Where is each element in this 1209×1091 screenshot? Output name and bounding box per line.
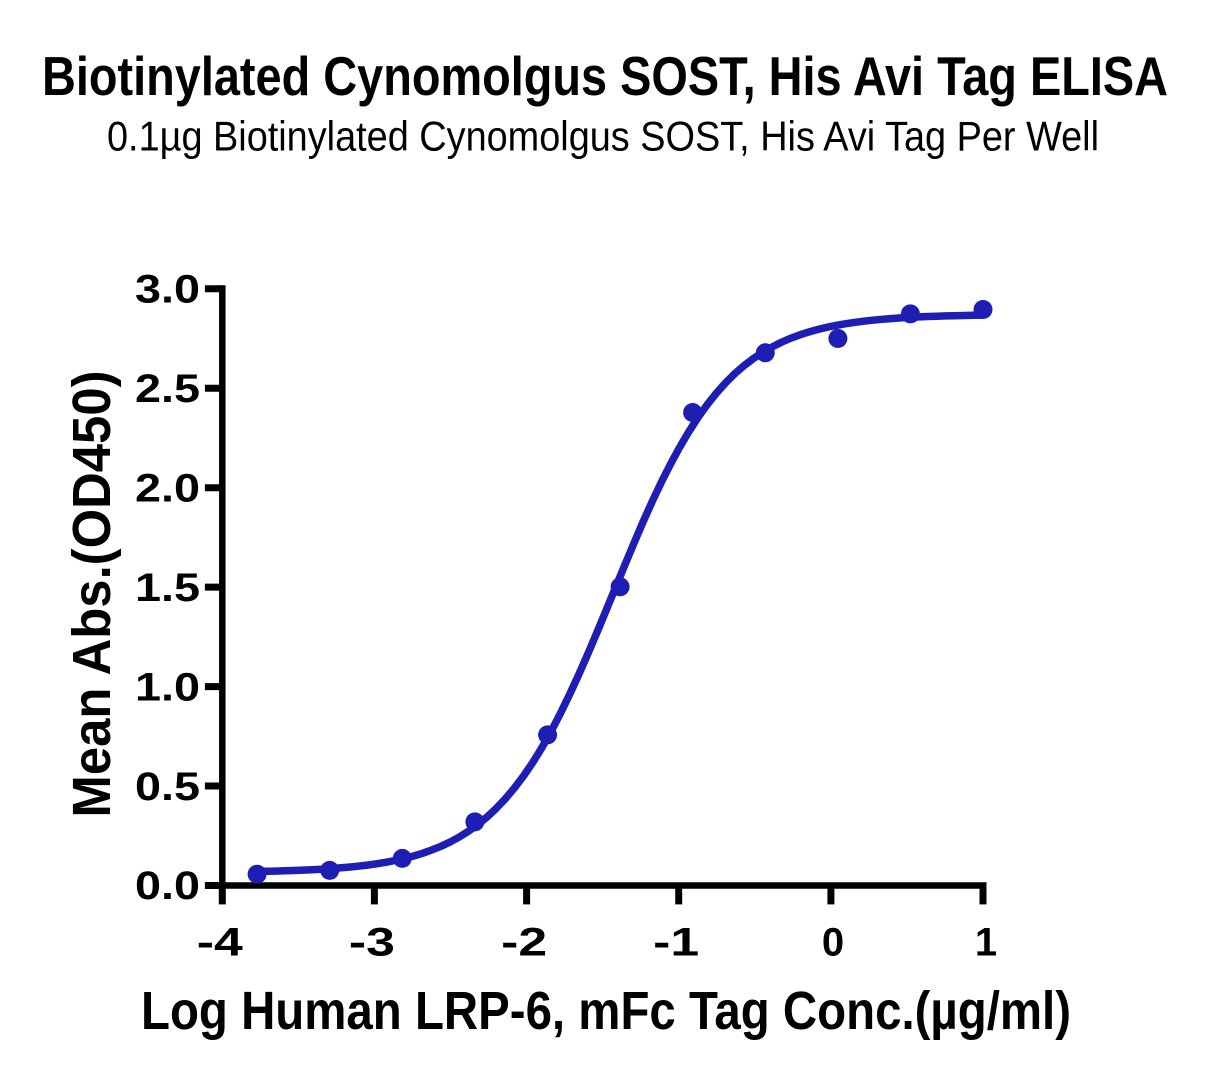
svg-text:0.5: 0.5 bbox=[135, 765, 200, 809]
svg-text:Mean Abs.(OD450): Mean Abs.(OD450) bbox=[62, 371, 122, 818]
svg-text:0.1µg Biotinylated Cynomolgus: 0.1µg Biotinylated Cynomolgus SOST, His … bbox=[107, 113, 1099, 160]
svg-text:3.0: 3.0 bbox=[135, 268, 200, 312]
svg-text:-4: -4 bbox=[197, 921, 244, 965]
svg-text:1.0: 1.0 bbox=[135, 665, 200, 709]
svg-text:0.0: 0.0 bbox=[135, 864, 200, 908]
svg-text:Log Human LRP-6, mFc Tag Conc.: Log Human LRP-6, mFc Tag Conc.(µg/ml) bbox=[141, 981, 1071, 1041]
svg-text:-1: -1 bbox=[653, 921, 699, 965]
svg-text:-2: -2 bbox=[501, 921, 547, 965]
svg-text:0: 0 bbox=[822, 921, 844, 965]
svg-text:-3: -3 bbox=[349, 921, 395, 965]
svg-text:1.5: 1.5 bbox=[135, 566, 200, 610]
svg-text:Biotinylated Cynomolgus SOST,: Biotinylated Cynomolgus SOST, His Avi Ta… bbox=[42, 45, 1168, 107]
svg-text:2.5: 2.5 bbox=[135, 367, 200, 411]
svg-text:1: 1 bbox=[975, 921, 997, 965]
svg-text:2.0: 2.0 bbox=[135, 466, 200, 510]
